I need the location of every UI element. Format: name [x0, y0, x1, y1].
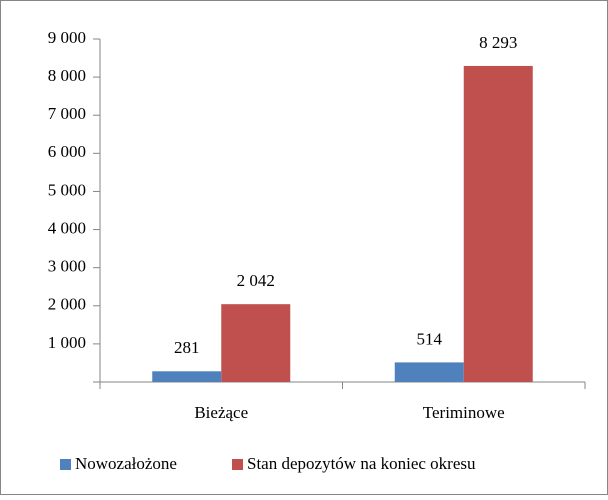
y-tick-label: 8 000	[48, 66, 86, 85]
y-tick-label: 1 000	[48, 333, 86, 352]
x-tick-label: Teriminowe	[423, 403, 505, 422]
bar	[394, 362, 464, 382]
legend-swatch	[232, 459, 243, 470]
bar	[221, 304, 291, 382]
y-tick-label: 7 000	[48, 104, 86, 123]
y-tick-label: 9 000	[48, 28, 86, 47]
bar	[152, 371, 222, 382]
x-tick-label: Bieżące	[194, 403, 248, 422]
y-tick-label: 4 000	[48, 218, 86, 237]
legend-label: Stan depozytów na koniec okresu	[247, 454, 476, 473]
value-label: 514	[417, 329, 443, 348]
y-tick-label: 3 000	[48, 257, 86, 276]
y-tick-label: 5 000	[48, 180, 86, 199]
bar	[463, 65, 533, 383]
legend-label: Nowozałożone	[75, 454, 177, 473]
value-label: 281	[174, 338, 200, 357]
y-tick-label: 2 000	[48, 295, 86, 314]
y-tick-label: 6 000	[48, 142, 86, 161]
legend-swatch	[60, 459, 71, 470]
value-label: 2 042	[237, 271, 275, 290]
value-label: 8 293	[479, 33, 517, 52]
